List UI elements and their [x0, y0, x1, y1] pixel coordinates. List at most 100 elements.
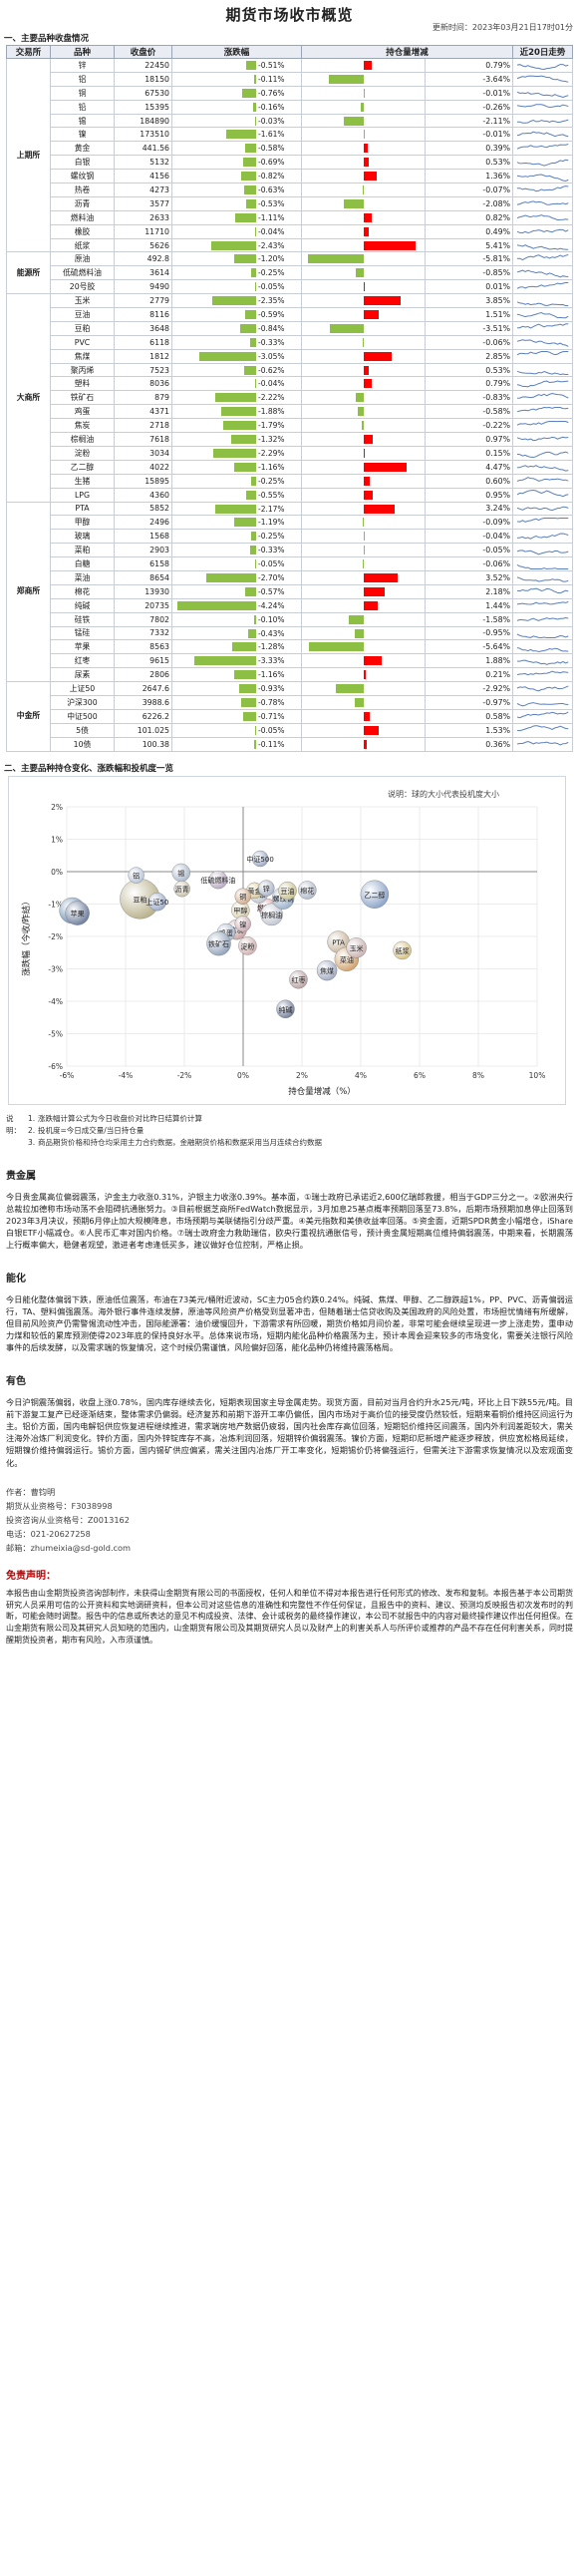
close-price: 3614 [114, 265, 172, 281]
variety-name: 铅 [50, 99, 115, 115]
oi-bar-cell [301, 404, 426, 420]
table-row: LPG 4360 -0.55% 0.95% [7, 487, 574, 503]
oi-change-value: -0.95% [424, 625, 514, 641]
trend-sparkline [512, 432, 574, 447]
trend-sparkline [512, 569, 574, 585]
variety-name: 豆粕 [50, 320, 115, 336]
close-price: 100.38 [114, 736, 172, 752]
close-price: 4371 [114, 404, 172, 420]
data-point-label: 锌 [263, 884, 270, 893]
oi-change-value: 0.58% [424, 708, 514, 724]
oi-bar-cell [301, 473, 426, 489]
disclaimer-text: 本报告由山金期货投资咨询部制作，未获得山金期货有限公司的书面授权，任何人和单位不… [6, 1588, 573, 1645]
oi-change-value: 2.18% [424, 583, 514, 599]
trend-sparkline [512, 529, 574, 545]
change-value: -0.71% [258, 711, 285, 721]
oi-bar-cell [301, 708, 426, 724]
close-price: 20735 [114, 597, 172, 613]
data-point-label: 沥青 [175, 885, 189, 894]
table-row: 铜 67530 -0.76% -0.01% [7, 85, 574, 101]
data-point-label: 铜 [239, 892, 246, 901]
table-row: 白银 5132 -0.69% 0.53% [7, 155, 574, 171]
oi-change-bar [364, 572, 399, 582]
oi-bar-cell [301, 501, 426, 517]
change-value: -0.33% [258, 337, 285, 347]
close-price: 15895 [114, 473, 172, 489]
change-value: -4.24% [258, 600, 285, 610]
close-price: 3988.6 [114, 694, 172, 710]
change-cell: -0.57% [171, 583, 302, 599]
change-bar [193, 656, 256, 666]
variety-name: 纸浆 [50, 237, 115, 253]
oi-bar-cell [301, 390, 426, 406]
close-price: 2806 [114, 667, 172, 683]
change-bar [246, 198, 256, 208]
oi-change-value: -1.58% [424, 611, 514, 627]
sparkline-path [516, 339, 569, 348]
variety-name: 20号胶 [50, 279, 115, 295]
data-point [258, 879, 275, 897]
change-cell: -0.71% [171, 708, 302, 724]
change-cell: -1.16% [171, 667, 302, 683]
oi-bar-cell [301, 722, 426, 738]
change-cell: -0.25% [171, 473, 302, 489]
sparkline-path [516, 244, 569, 250]
close-price: 5852 [114, 501, 172, 517]
data-point-label: 上证50 [145, 898, 168, 907]
oi-bar-cell [301, 209, 426, 225]
data-point-label: 低硫燃料油 [200, 876, 235, 885]
scatter-svg: 说明：球的大小代表投机度大小 -6% -4% -2% 0% 2% 4% 6% 8% 10% 2% 1%… [21, 789, 545, 1097]
trend-sparkline [512, 279, 574, 295]
close-price: 6118 [114, 334, 172, 350]
oi-change-bar [364, 725, 379, 735]
table-row: 上期所锌 22450 -0.51% 0.79% [6, 57, 574, 253]
oi-change-bar [364, 365, 370, 375]
table-header-row: 交易所 品种 收盘价 涨跌幅 持仓量增减 近20日走势 [6, 45, 574, 59]
sparkline-path [516, 143, 569, 150]
oi-change-value: -2.08% [424, 195, 514, 211]
author-phone: 电话：021-20627258 [6, 1528, 91, 1539]
oi-change-bar [364, 282, 365, 292]
oi-bar-cell [301, 141, 426, 157]
sparkline-path [516, 159, 569, 167]
note-text: 投机度=今日成交量/当日持仓量 [38, 1125, 145, 1135]
author-name: 作者：曹钧明 [6, 1486, 56, 1497]
sparkline-path [516, 517, 569, 523]
oi-bar-cell [301, 653, 426, 669]
close-price: 8563 [114, 639, 172, 655]
sparkline-path [516, 406, 569, 412]
oi-change-bar [363, 546, 365, 555]
oi-bar-cell [301, 58, 426, 73]
oi-bar-cell [301, 85, 426, 101]
change-bar [247, 628, 256, 638]
close-price: 7332 [114, 625, 172, 641]
change-bar [253, 74, 256, 84]
x-tick-label: -2% [177, 1071, 192, 1080]
table-row: 沪深300 3988.6 -0.78% -0.97% [7, 694, 574, 710]
variety-name: 白糖 [50, 556, 115, 571]
table-row: 红枣 9615 -3.33% 1.88% [7, 653, 574, 669]
close-price: 7802 [114, 611, 172, 627]
x-tick-label: 2% [296, 1071, 308, 1080]
table-row: 铝 18150 -0.11% -3.64% [7, 71, 574, 87]
trend-sparkline [512, 418, 574, 434]
change-value: -0.25% [258, 268, 285, 278]
x-tick-label: 8% [472, 1071, 484, 1080]
change-bar [244, 310, 256, 320]
change-bar [251, 268, 256, 278]
table-row: 热卷 4273 -0.63% -0.07% [7, 183, 574, 197]
trend-sparkline [512, 127, 574, 143]
change-bar [251, 532, 256, 542]
trend-sparkline [512, 722, 574, 738]
data-point-label: 棉花 [300, 886, 314, 895]
change-value: -0.62% [258, 365, 285, 375]
table-row: 锰硅 7332 -0.43% -0.95% [7, 625, 574, 641]
oi-change-bar [364, 462, 408, 472]
change-cell: -0.69% [171, 155, 302, 171]
oi-bar-cell [301, 418, 426, 434]
change-value: -1.16% [258, 462, 285, 472]
oi-change-value: -0.06% [424, 556, 514, 571]
table-row: 白糖 6158 -0.05% -0.06% [7, 556, 574, 571]
oi-bar-cell [301, 556, 426, 571]
